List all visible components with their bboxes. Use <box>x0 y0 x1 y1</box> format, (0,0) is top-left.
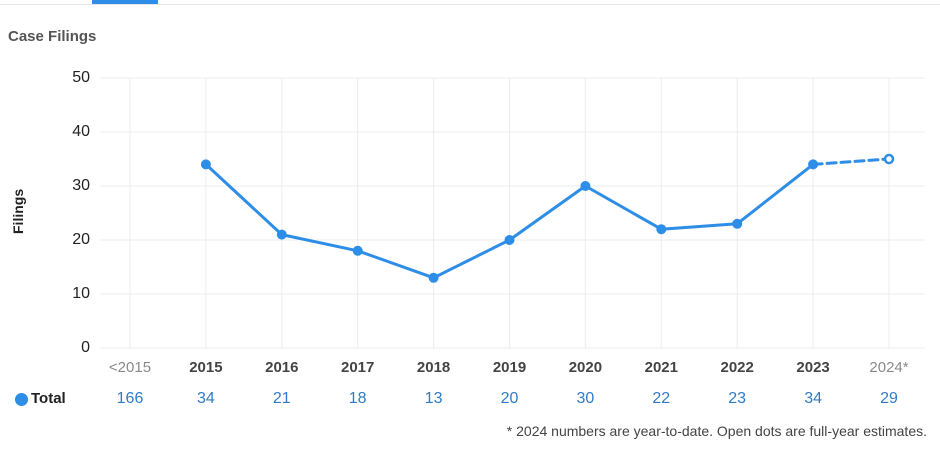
x-tick-label: 2017 <box>341 359 374 376</box>
x-tick-label: 2015 <box>189 359 222 376</box>
x-tick-label: 2022 <box>721 359 754 376</box>
total-value[interactable]: 34 <box>196 390 215 407</box>
series-segment <box>432 238 511 280</box>
series-segment <box>659 222 739 231</box>
total-value[interactable]: 34 <box>804 390 822 407</box>
data-point <box>200 159 211 170</box>
chart-title: Case Filings <box>8 28 97 45</box>
data-point <box>504 235 515 245</box>
total-value[interactable]: 30 <box>576 390 595 407</box>
y-tick-label: 50 <box>72 69 90 86</box>
data-point <box>656 224 667 235</box>
series-segment <box>811 157 891 166</box>
data-point <box>276 229 287 240</box>
total-value[interactable]: 21 <box>272 390 291 407</box>
series-segment <box>735 162 815 226</box>
tab-bar <box>0 0 940 5</box>
estimate-point <box>883 153 895 165</box>
y-tick-label: 10 <box>72 285 90 302</box>
data-point <box>428 272 439 283</box>
y-tick-label: 0 <box>81 339 90 356</box>
y-tick-label: 20 <box>72 231 90 248</box>
x-tick-label: 2023 <box>796 359 829 376</box>
line-chart: 0 10 20 30 40 50 <2015 2015 2016 2017 2018 2019 2020… <box>72 69 925 376</box>
total-value[interactable]: 166 <box>116 390 144 407</box>
total-value[interactable]: 18 <box>348 390 367 407</box>
data-point <box>580 181 591 191</box>
total-series-dot <box>15 393 28 406</box>
footnote: * 2024 numbers are year-to-date. Open do… <box>506 423 927 439</box>
data-point <box>352 245 363 256</box>
series-segment <box>204 162 284 237</box>
total-value[interactable]: 29 <box>880 390 898 407</box>
x-tick-label: 2021 <box>645 359 678 376</box>
x-tick-label: <2015 <box>109 359 151 376</box>
x-tick-label: 2019 <box>493 359 526 376</box>
active-tab-indicator[interactable] <box>92 0 158 4</box>
x-tick-label: 2016 <box>265 359 298 376</box>
total-value[interactable]: 20 <box>500 390 519 407</box>
y-tick-label: 40 <box>72 123 90 140</box>
totals-row: Total 166 34 21 18 13 20 30 22 23 34 29 <box>0 388 940 412</box>
series-segment <box>280 233 360 253</box>
data-point <box>808 159 819 170</box>
total-value[interactable]: 22 <box>652 390 671 407</box>
total-value[interactable]: 23 <box>728 390 747 407</box>
x-tick-label: 2018 <box>417 359 450 376</box>
data-point <box>732 218 743 229</box>
x-tick-label: 2024* <box>869 359 908 376</box>
total-label: Total <box>31 390 66 407</box>
series-segment <box>508 184 587 242</box>
x-tick-label: 2020 <box>569 359 602 376</box>
series-segment <box>583 184 663 231</box>
series-segment <box>356 249 436 280</box>
y-tick-label: 30 <box>72 177 90 194</box>
total-value[interactable]: 13 <box>424 390 443 407</box>
